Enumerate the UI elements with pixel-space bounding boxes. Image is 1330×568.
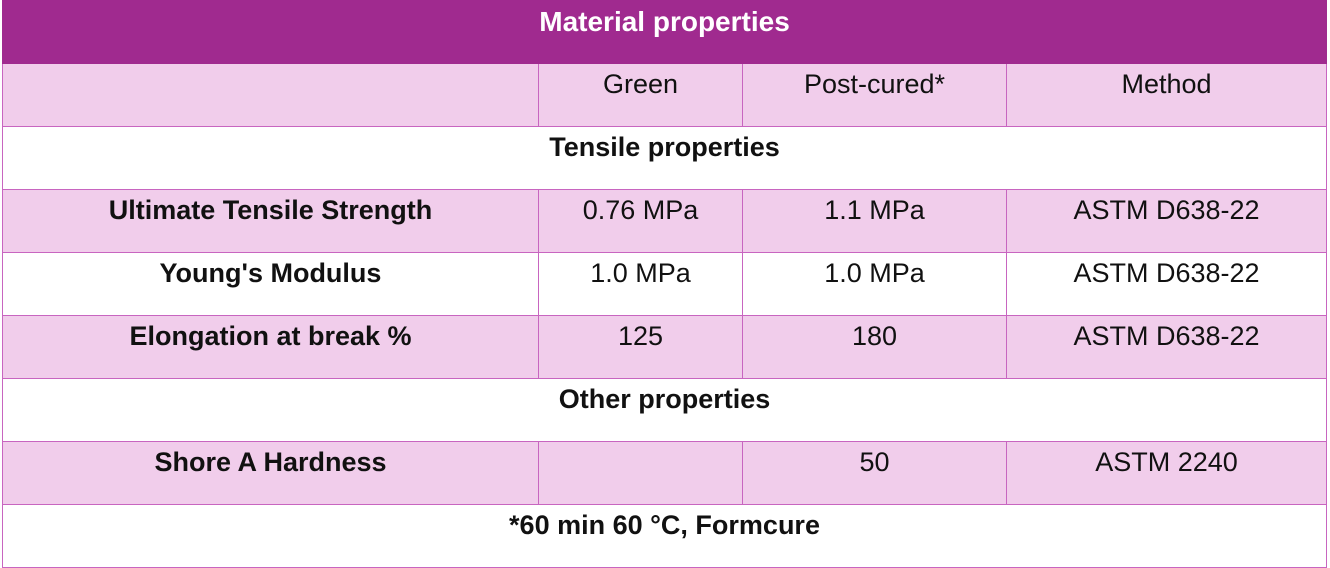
- header-green: Green: [538, 63, 743, 127]
- table-title: Material properties: [1, 0, 1328, 64]
- section-row-other: Other properties: [1, 378, 1328, 442]
- green-value: 0.76 MPa: [538, 189, 743, 253]
- post-cured-value: 50: [742, 441, 1007, 505]
- post-cured-value: 1.1 MPa: [742, 189, 1007, 253]
- table-title-row: Material properties: [1, 0, 1328, 64]
- header-property: [2, 63, 539, 127]
- method-value: ASTM D638-22: [1005, 189, 1328, 253]
- method-value: ASTM 2240: [1005, 441, 1328, 505]
- section-title: Other properties: [1, 378, 1328, 442]
- property-name: Shore A Hardness: [2, 441, 539, 505]
- post-cured-value: 180: [742, 315, 1007, 379]
- green-value: 125: [538, 315, 743, 379]
- header-post-cured: Post-cured*: [742, 63, 1007, 127]
- table-row: Young's Modulus 1.0 MPa 1.0 MPa ASTM D63…: [2, 252, 1328, 316]
- green-value: [538, 441, 743, 505]
- column-header-row: Green Post-cured* Method: [2, 63, 1328, 127]
- property-name: Young's Modulus: [2, 252, 539, 316]
- table-row: Ultimate Tensile Strength 0.76 MPa 1.1 M…: [2, 189, 1328, 253]
- property-name: Elongation at break %: [2, 315, 539, 379]
- header-method: Method: [1005, 63, 1328, 127]
- property-name: Ultimate Tensile Strength: [2, 189, 539, 253]
- table-row: Shore A Hardness 50 ASTM 2240: [2, 441, 1328, 505]
- footnote-row: *60 min 60 °C, Formcure: [1, 504, 1328, 568]
- method-value: ASTM D638-22: [1005, 252, 1328, 316]
- method-value: ASTM D638-22: [1005, 315, 1328, 379]
- green-value: 1.0 MPa: [538, 252, 743, 316]
- section-title: Tensile properties: [1, 126, 1328, 190]
- footnote: *60 min 60 °C, Formcure: [1, 504, 1328, 568]
- section-row-tensile: Tensile properties: [1, 126, 1328, 190]
- table-row: Elongation at break % 125 180 ASTM D638-…: [2, 315, 1328, 379]
- post-cured-value: 1.0 MPa: [742, 252, 1007, 316]
